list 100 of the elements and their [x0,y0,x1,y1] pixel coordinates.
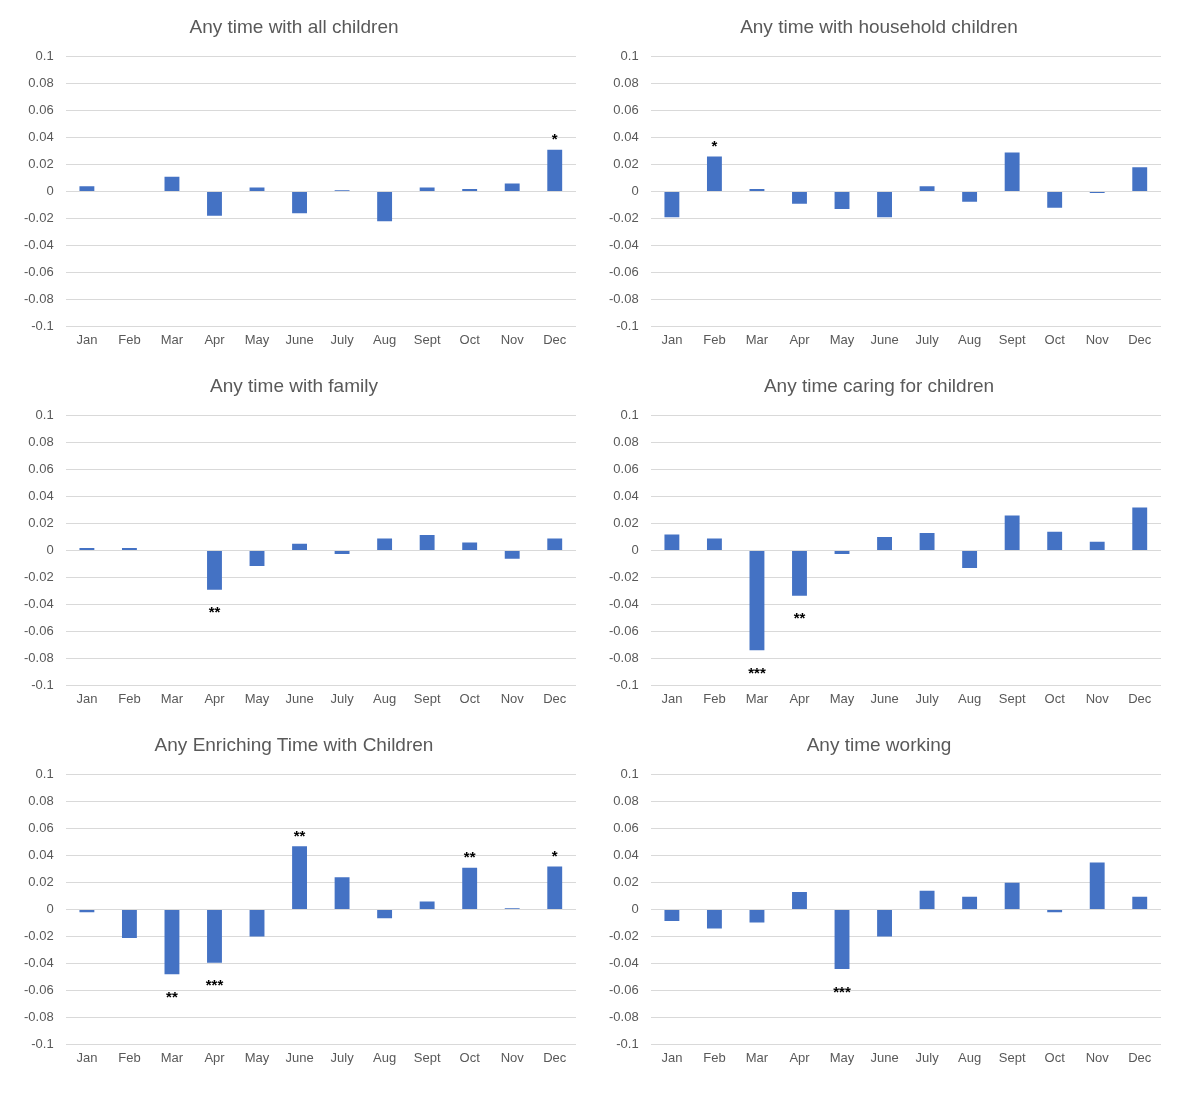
x-tick-label: May [244,690,270,706]
y-tick-label: 0.1 [620,48,639,64]
bar [249,910,265,937]
y-tick-label: 0.1 [35,407,54,423]
x-tick-label: Oct [1044,690,1066,706]
x-tick-label: Mar [745,1049,769,1065]
annotation: * [711,137,718,155]
y-tick-label: 0.04 [28,488,54,504]
x-tick-label: July [915,331,940,347]
chart-title: Any time caring for children [763,374,995,396]
x-tick-label: Nov [500,331,525,347]
x-tick-label: Nov [1085,1049,1110,1065]
y-tick-label: 0.06 [28,461,54,477]
bar [377,192,393,222]
bar [962,192,978,202]
x-tick-label: Sept [998,331,1026,347]
x-tick-label: Jan [661,690,683,706]
annotation: ** [293,826,306,844]
x-tick-label: Mar [160,1049,184,1065]
chart-title: Any time with household children [740,15,1018,37]
y-tick-label: -0.06 [608,623,639,639]
annotation: *** [205,976,224,994]
bar [249,551,265,567]
bar [462,867,478,910]
x-tick-label: Dec [1128,331,1152,347]
bar [706,910,722,929]
bar [207,910,222,963]
y-tick-label: 0.04 [613,488,639,504]
bar [1047,192,1063,208]
y-tick-label: 0.04 [613,847,639,863]
x-tick-label: May [829,331,855,347]
y-tick-label: 0.06 [613,820,639,836]
y-tick-label: -0.06 [23,264,54,280]
bar [1004,152,1020,192]
annotation: ** [463,848,476,866]
annotation: *** [833,982,851,1000]
x-tick-label: Sept [413,1049,441,1065]
x-tick-label: Apr [204,690,226,706]
y-tick-label: 0.04 [28,847,54,863]
y-tick-label: 0.1 [620,766,639,782]
y-tick-label: -0.08 [23,291,54,307]
x-tick-label: June [285,331,314,347]
bar [419,535,435,551]
y-tick-label: -0.02 [608,210,639,226]
bar [1004,515,1020,551]
y-tick-label: 0.1 [35,766,54,782]
y-tick-label: 0.1 [620,407,639,423]
chart-title: Any time working [806,733,952,755]
bar [292,846,307,910]
x-tick-label: Oct [459,331,481,347]
bar [292,192,307,214]
y-tick-label: 0.02 [28,874,54,890]
x-tick-label: May [244,1049,270,1065]
x-tick-label: May [829,1049,855,1065]
y-tick-label: -0.06 [608,264,639,280]
y-tick-label: 0.04 [613,129,639,145]
y-tick-label: -0.08 [608,1009,639,1025]
bar [121,547,137,551]
bar [834,551,850,554]
y-tick-label: -0.06 [23,623,54,639]
bar [792,892,807,910]
y-tick-label: -0.02 [608,569,639,585]
x-tick-label: Sept [998,1049,1026,1065]
y-tick-label: 0.06 [613,461,639,477]
bar [792,192,807,204]
bar [547,538,563,551]
y-tick-label: -0.06 [608,982,639,998]
y-tick-label: -0.04 [23,955,54,971]
x-tick-label: Jan [661,1049,683,1065]
y-tick-label: 0 [631,901,639,917]
y-tick-label: -0.02 [23,569,54,585]
bar [962,896,978,910]
y-tick-label: 0.02 [613,515,639,531]
x-tick-label: Aug [373,331,397,347]
bar [79,186,95,192]
y-tick-label: 0.08 [613,434,639,450]
x-tick-label: Mar [160,690,184,706]
bar [547,149,563,192]
bar [334,877,350,910]
y-tick-label: -0.02 [608,928,639,944]
x-tick-label: Dec [1128,1049,1152,1065]
x-tick-label: July [915,1049,940,1065]
bar [919,186,935,192]
x-tick-label: Apr [789,690,811,706]
x-tick-label: June [285,690,314,706]
x-tick-label: Jan [76,690,98,706]
y-tick-label: -0.04 [23,596,54,612]
x-tick-label: Jan [661,331,683,347]
bar [462,542,478,551]
bar [547,866,563,910]
y-tick-label: -0.04 [608,596,639,612]
bar [664,534,680,551]
annotation: ** [208,603,221,621]
y-tick-label: 0.08 [28,793,54,809]
bar [792,551,807,596]
x-tick-label: Oct [459,1049,481,1065]
x-tick-label: July [330,331,355,347]
annotation: *** [748,663,766,681]
y-tick-label: 0.06 [613,102,639,118]
chart-title: Any time with family [210,374,379,396]
